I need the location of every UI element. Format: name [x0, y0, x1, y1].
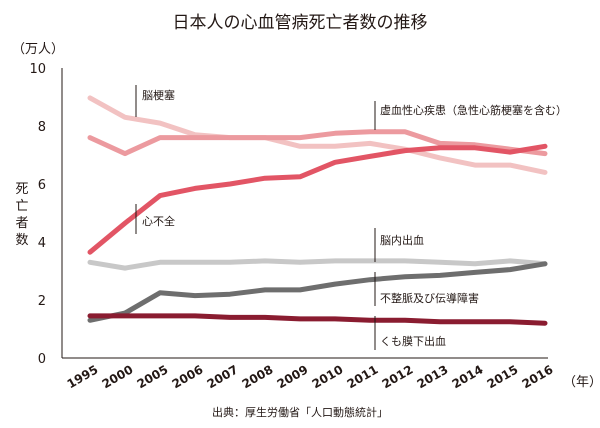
series-label: くも膜下出血	[380, 334, 446, 348]
x-tick-label: 2013	[415, 362, 451, 391]
series-label: 脳内出血	[380, 233, 424, 247]
x-tick-labels: 1995 2000 2005 2006 2007 2008 2009 2010 2011 2012…	[65, 362, 556, 391]
series-line	[87, 261, 548, 323]
y-axis-label: 死亡者数	[15, 182, 28, 248]
series-line	[87, 313, 548, 326]
series-line	[87, 129, 548, 157]
series-label: 心不全	[142, 214, 175, 228]
x-tick-label: 2008	[240, 362, 276, 391]
x-tick-label: 2016	[520, 362, 556, 391]
x-tick-label: 2010	[310, 362, 346, 391]
x-tick-label: 2012	[380, 362, 416, 391]
y-axis-title: 死亡者数	[15, 182, 28, 248]
series-line	[87, 143, 548, 255]
x-tick-label: 2006	[170, 362, 206, 391]
x-tick-label: 2009	[275, 362, 311, 391]
y-tick-label: 8	[38, 120, 46, 135]
y-tick-label: 10	[29, 62, 46, 77]
y-tick-label: 6	[38, 178, 46, 193]
x-tick-label: 2005	[135, 362, 171, 391]
x-tick-label: 2000	[100, 362, 136, 391]
y-tick-labels: 0 2 4 6 8 10	[29, 62, 46, 367]
x-tick-label: 1995	[65, 362, 101, 391]
series-label: 不整脈及び伝導障害	[380, 291, 479, 305]
x-tick-label: 2015	[485, 362, 521, 391]
series-lines	[87, 95, 548, 326]
x-unit-label: （年）	[563, 375, 600, 390]
series-line	[87, 95, 548, 175]
series-label: 脳梗塞	[142, 88, 175, 102]
y-tick-label: 4	[38, 236, 46, 251]
x-tick-label: 2007	[205, 362, 241, 391]
x-tick-label: 2014	[450, 362, 486, 391]
source-note: 出典：厚生労働省「人口動態統計」	[212, 405, 388, 419]
y-tick-label: 2	[38, 294, 46, 309]
series-label: 虚血性心疾患（急性心筋梗塞を含む）	[380, 103, 567, 117]
y-unit-label: （万人）	[12, 42, 64, 57]
axes	[61, 68, 548, 359]
series-line	[87, 258, 548, 271]
chart-title: 日本人の心血管病死亡者数の推移	[173, 13, 428, 33]
x-tick-label: 2011	[345, 362, 381, 391]
y-tick-label: 0	[38, 352, 46, 367]
